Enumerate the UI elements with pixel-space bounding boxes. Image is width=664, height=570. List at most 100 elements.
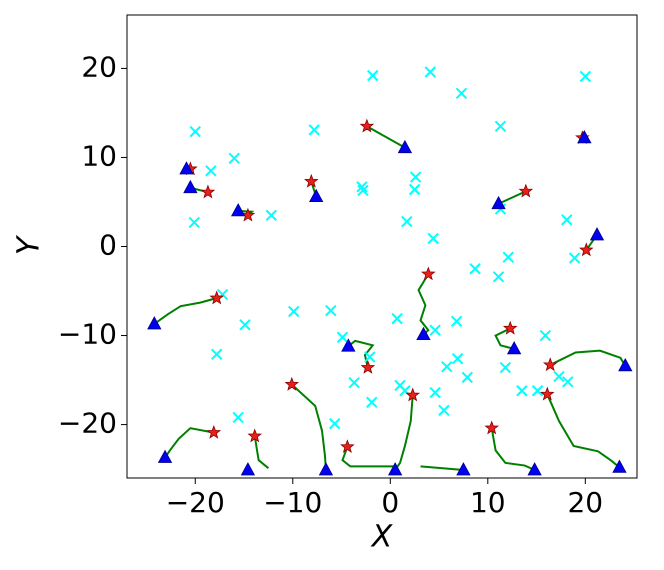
cross-marker — [325, 304, 337, 317]
triangle-marker — [491, 195, 506, 210]
cross-marker — [348, 377, 360, 389]
cross-marker — [364, 351, 376, 363]
cross-marker — [450, 315, 463, 327]
cross-marker — [401, 215, 413, 228]
trajectory — [420, 465, 464, 471]
cross-marker — [516, 385, 528, 397]
trajectory — [498, 190, 527, 205]
triangle-marker — [387, 462, 403, 476]
triangle-marker — [577, 130, 592, 144]
star-marker — [579, 242, 594, 257]
triangle-marker — [147, 316, 162, 330]
star-marker — [405, 387, 420, 402]
triangle-marker — [309, 188, 324, 203]
triangle-marker — [589, 227, 605, 241]
cross-marker — [189, 125, 201, 138]
triangle-marker — [318, 462, 334, 476]
cross-marker — [531, 385, 544, 397]
trajectory — [366, 125, 406, 149]
cross-marker — [499, 361, 512, 374]
cross-marker — [409, 171, 422, 183]
cross-marker — [424, 66, 436, 78]
triangle-marker — [416, 326, 431, 341]
cross-marker — [441, 360, 453, 373]
star-marker — [359, 118, 375, 133]
triangle-marker — [240, 462, 256, 476]
star-marker — [200, 184, 216, 199]
trajectory — [164, 427, 214, 459]
cross-marker — [427, 232, 439, 245]
trajectory — [291, 383, 327, 471]
cross-marker — [579, 70, 592, 83]
cross-marker — [461, 371, 474, 384]
star-marker — [206, 424, 222, 439]
star-marker — [209, 290, 224, 305]
cross-marker — [239, 319, 251, 331]
cross-marker — [451, 352, 464, 365]
x-tick-label: −20 — [166, 486, 225, 519]
cross-marker — [469, 263, 481, 275]
star-marker — [542, 357, 558, 372]
y-tick-label: 20 — [81, 50, 117, 83]
x-tick-label: −10 — [263, 486, 322, 519]
cross-marker — [356, 181, 368, 193]
trajectory — [490, 427, 536, 471]
y-axis-label: Y — [12, 234, 47, 255]
trajectory — [546, 393, 621, 469]
cross-marker — [562, 376, 574, 388]
cross-marker — [455, 87, 468, 100]
triangle-marker — [183, 179, 198, 194]
cross-marker — [308, 124, 320, 136]
star-marker — [502, 320, 518, 335]
cross-marker — [438, 404, 450, 417]
star-marker — [484, 420, 499, 435]
star-marker — [247, 428, 263, 443]
cross-marker — [492, 271, 505, 283]
y-tick-label: −20 — [58, 407, 117, 440]
trajectory — [549, 349, 627, 367]
triangle-marker — [618, 357, 633, 372]
plot-area — [147, 66, 633, 476]
cross-marker — [568, 252, 581, 264]
cross-marker — [336, 331, 349, 344]
star-marker — [518, 183, 534, 198]
cross-marker — [228, 152, 240, 165]
x-tick-label: 0 — [381, 486, 399, 519]
cross-marker — [288, 305, 300, 318]
y-tick-label: 10 — [81, 139, 117, 172]
cross-marker — [391, 312, 403, 325]
plot-frame — [126, 14, 638, 479]
cross-marker — [539, 329, 552, 342]
star-marker — [284, 376, 300, 391]
cross-marker — [494, 120, 507, 133]
triangle-marker — [341, 338, 356, 352]
y-tick-label: −10 — [58, 318, 117, 351]
triangle-marker — [456, 462, 471, 476]
cross-marker — [408, 183, 421, 196]
triangle-marker — [612, 459, 627, 473]
triangle-marker — [397, 139, 413, 154]
star-marker — [340, 439, 355, 454]
cross-marker — [429, 324, 441, 336]
cross-marker — [205, 165, 217, 177]
trajectory — [253, 435, 270, 469]
triangle-marker — [157, 449, 173, 463]
star-marker — [304, 173, 319, 188]
triangle-marker — [179, 161, 194, 175]
cross-marker — [502, 251, 514, 263]
cross-marker — [328, 417, 341, 430]
cross-marker — [561, 214, 573, 226]
cross-marker — [232, 411, 244, 424]
triangle-marker — [230, 203, 246, 217]
x-tick-label: 20 — [567, 486, 603, 519]
cross-marker — [367, 69, 379, 82]
trajectory — [394, 395, 414, 471]
triangle-marker — [527, 462, 542, 476]
x-axis-label: X — [370, 520, 394, 555]
cross-marker — [553, 370, 565, 383]
trajectory — [341, 446, 396, 468]
cross-marker — [357, 184, 369, 197]
cross-marker — [429, 386, 441, 399]
